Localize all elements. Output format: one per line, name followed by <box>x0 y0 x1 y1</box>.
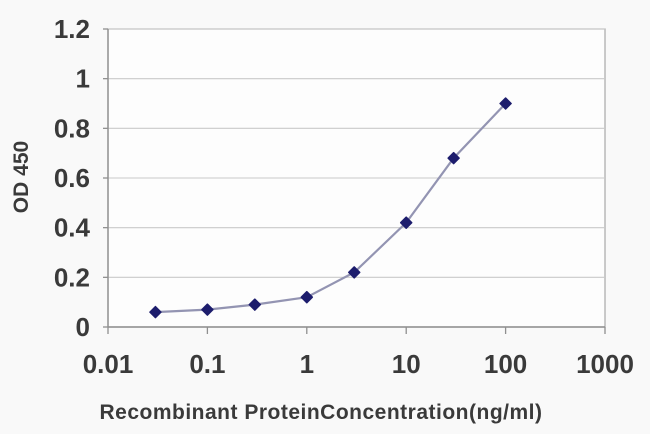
y-tick-label: 0.8 <box>54 113 90 143</box>
x-tick-label: 0.01 <box>83 349 134 379</box>
data-point-marker <box>201 303 214 316</box>
data-point-marker <box>499 97 512 110</box>
y-tick-label: 1 <box>76 64 90 94</box>
y-tick-label: 0.2 <box>54 262 90 292</box>
data-point-marker <box>399 216 413 229</box>
x-tick-label: 10 <box>392 349 421 379</box>
x-tick-label: 100 <box>484 349 527 379</box>
series-line <box>155 102 507 314</box>
y-tick-label: 0 <box>76 312 90 342</box>
y-axis-title: OD 450 <box>10 140 33 214</box>
data-point-marker <box>149 305 162 319</box>
x-tick-label: 1 <box>300 349 314 379</box>
x-tick-label: 0.1 <box>189 349 225 379</box>
data-point-marker <box>347 266 361 279</box>
y-tick-label: 1.2 <box>54 14 90 44</box>
y-tick-label: 0.6 <box>54 163 90 193</box>
data-point-marker <box>447 151 460 165</box>
x-tick-label: 1000 <box>576 349 634 379</box>
data-point-marker <box>300 290 314 304</box>
x-axis-title: Recombinant ProteinConcentration(ng/ml) <box>99 401 543 424</box>
y-tick-label: 0.4 <box>54 213 91 243</box>
data-point-marker <box>248 298 262 311</box>
